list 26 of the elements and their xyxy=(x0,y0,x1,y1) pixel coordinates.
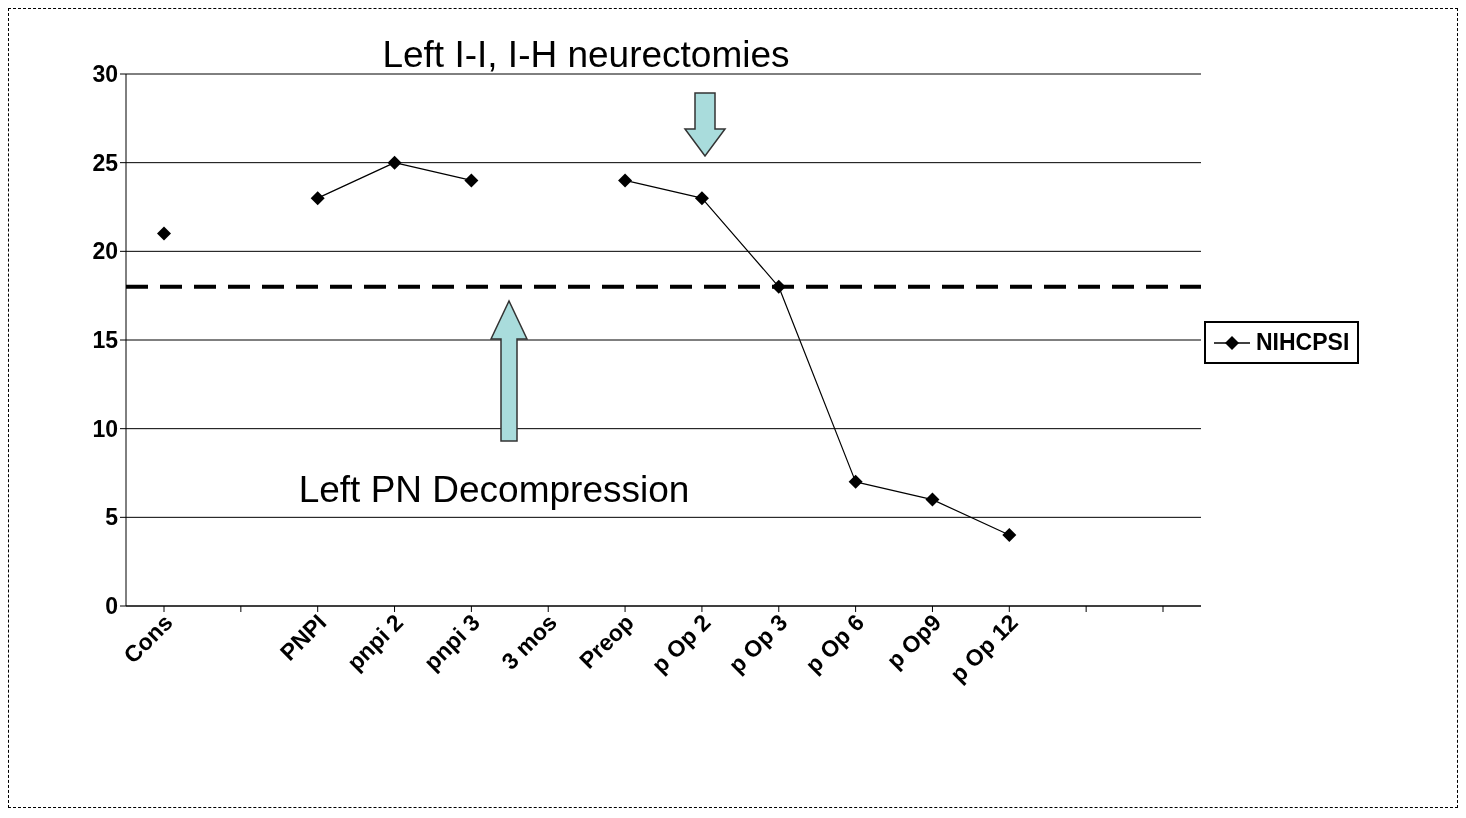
y-tick-label: 5 xyxy=(105,504,119,531)
x-tick-label: 3 mos xyxy=(496,609,562,675)
x-tick-label: p Op9 xyxy=(881,609,946,674)
y-tick-label: 25 xyxy=(92,149,119,176)
point xyxy=(848,474,863,489)
point xyxy=(771,279,786,294)
annotation: Left PN Decompression xyxy=(298,469,690,511)
point xyxy=(387,155,402,170)
point xyxy=(464,173,479,188)
legend-label: NIHCPSI xyxy=(1256,329,1350,356)
point xyxy=(618,173,633,188)
y-tick-label: 30 xyxy=(92,61,118,88)
point xyxy=(157,226,171,241)
point xyxy=(1002,528,1017,543)
y-tick-label: 10 xyxy=(92,415,118,442)
point xyxy=(925,492,940,507)
x-tick-label: p Op 12 xyxy=(944,609,1023,688)
y-tick-label: 20 xyxy=(92,238,118,265)
y-tick-label: 0 xyxy=(105,593,118,620)
point xyxy=(310,191,325,206)
x-tick-label: p Op 3 xyxy=(723,609,793,679)
x-tick-label: p Op 2 xyxy=(646,609,716,679)
point xyxy=(694,191,709,206)
y-tick-label: 15 xyxy=(92,327,119,354)
x-tick-label: p Op 6 xyxy=(800,609,870,679)
annotation: Left I-I, I-H neurectomies xyxy=(382,34,790,76)
